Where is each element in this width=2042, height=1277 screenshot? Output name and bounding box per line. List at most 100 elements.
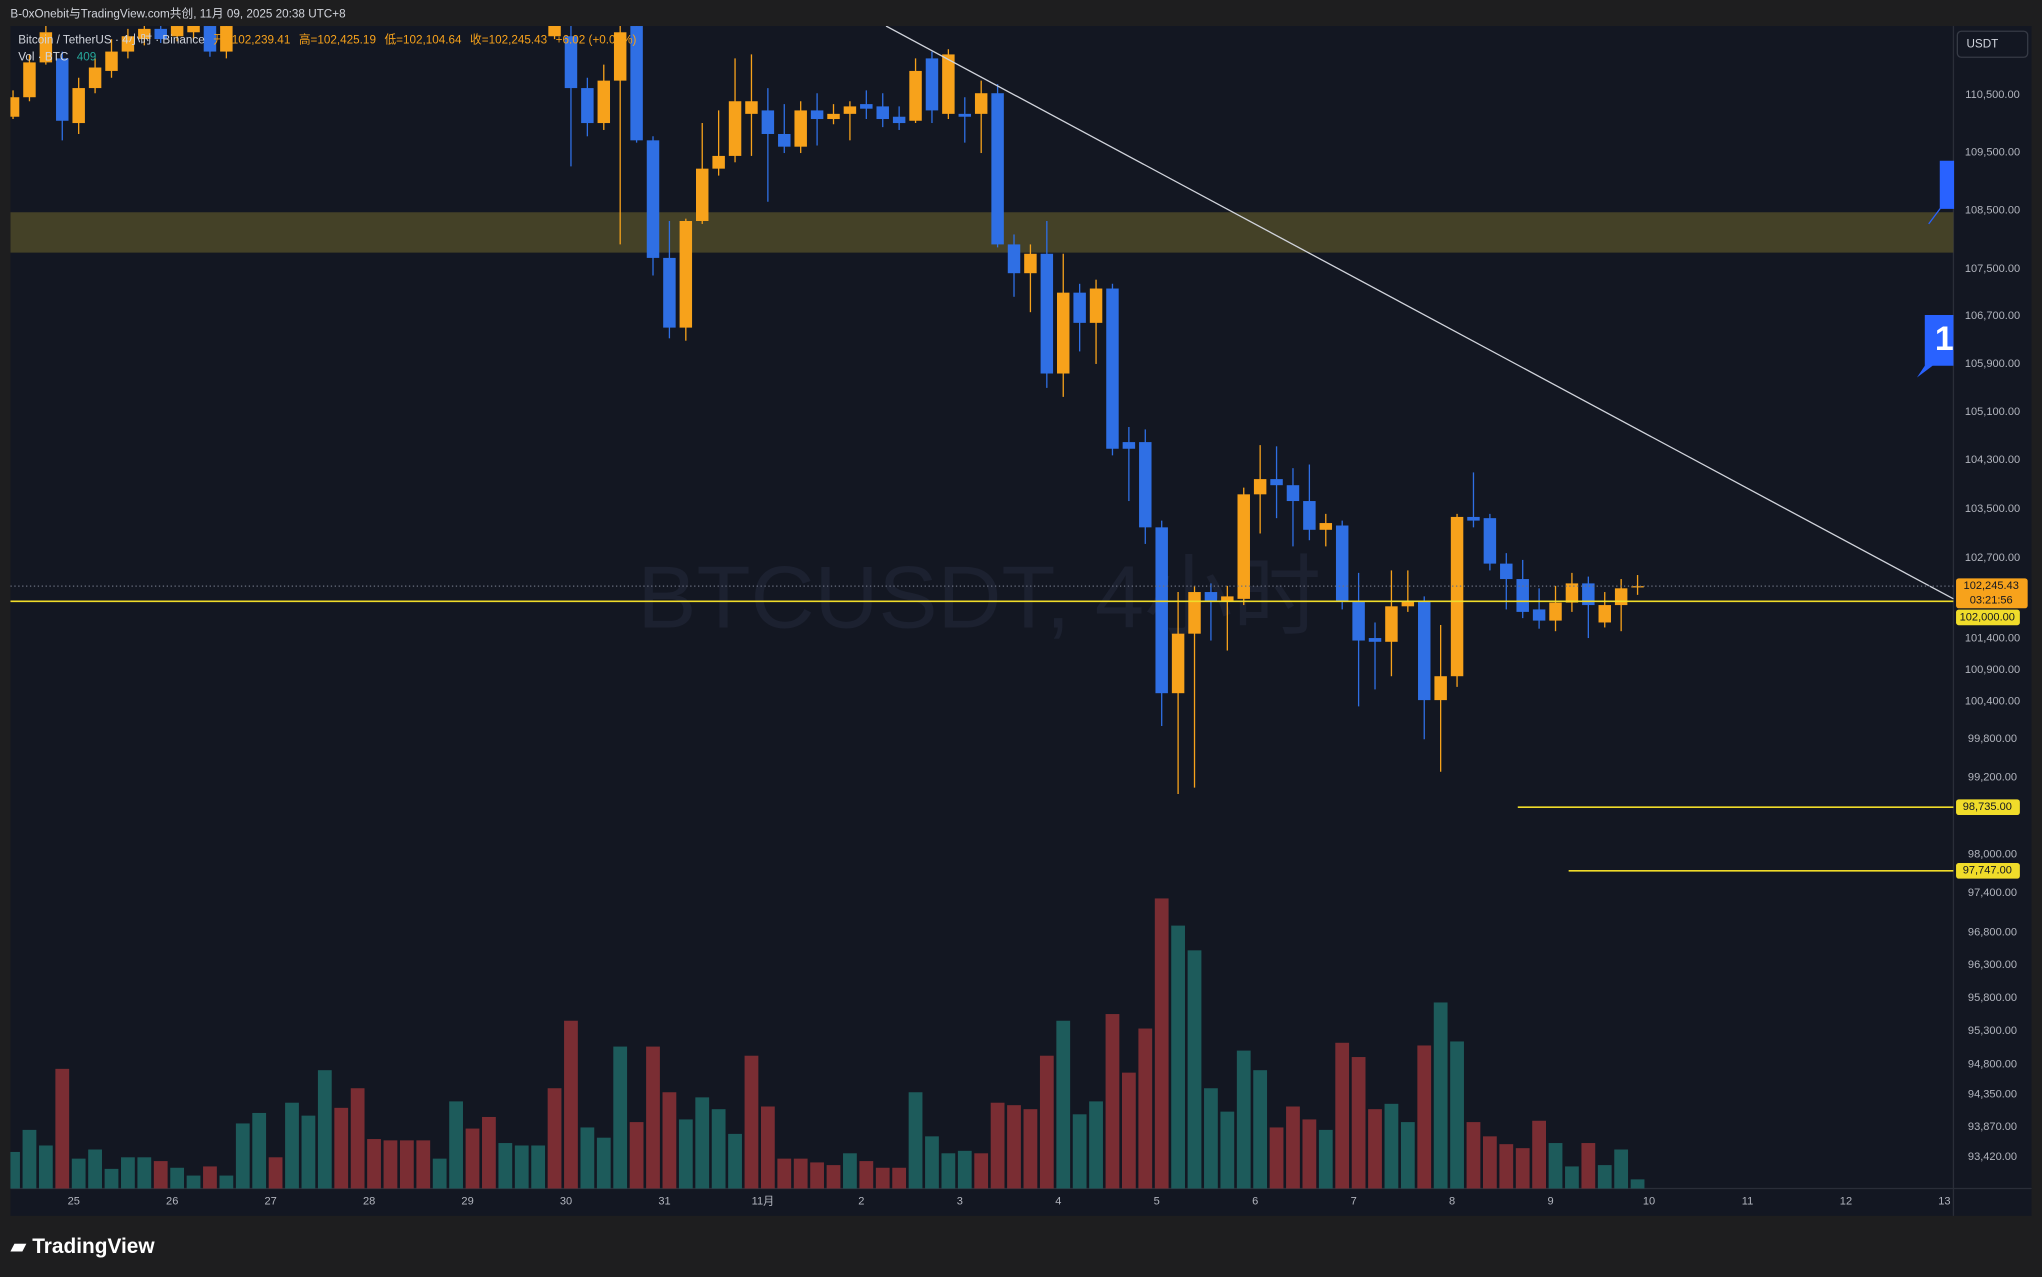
candle-body (1385, 606, 1398, 642)
volume-bar (1253, 1070, 1268, 1189)
ohlc-change: +6.02 (+0.01%) (556, 33, 637, 46)
volume-bar (957, 1150, 972, 1189)
y-tick-label: 97,400.00 (1968, 887, 2017, 899)
x-tick-label: 29 (461, 1195, 473, 1207)
y-tick-label: 105,100.00 (1965, 406, 2020, 418)
volume-bar (1433, 1002, 1448, 1189)
candle-body (1007, 244, 1021, 274)
volume-bar (317, 1070, 332, 1189)
last-price-label: 102,245.43 (1964, 580, 2019, 592)
volume-bar (1056, 1020, 1071, 1189)
candle-body (1139, 442, 1152, 528)
ohlc-value: 收=102,245.43 (470, 32, 547, 46)
volume-bar (88, 1149, 102, 1189)
candle-body (1614, 588, 1628, 606)
candle-body (974, 93, 988, 114)
volume-bar (613, 1046, 628, 1189)
level-box (1956, 799, 2020, 815)
flag-marker (1928, 160, 1955, 225)
candle-body (1368, 638, 1382, 642)
level-label: 102,000.00 (1960, 611, 2015, 623)
candle-body (1598, 605, 1611, 623)
y-tick-label: 96,300.00 (1968, 959, 2017, 971)
volume-bar (1548, 1143, 1563, 1189)
volume-bar (744, 1055, 759, 1189)
y-tick-label: 99,200.00 (1968, 771, 2017, 783)
candle-body (712, 155, 725, 169)
x-tick-label: 30 (560, 1195, 572, 1207)
volume-bar (1466, 1122, 1481, 1189)
volume-bar (1614, 1149, 1629, 1189)
candle-body (1418, 601, 1431, 701)
volume-bar (137, 1157, 152, 1189)
watermark: BTCUSDT, 4小时 (637, 547, 1321, 646)
volume-bar (1302, 1119, 1317, 1189)
candle-body (10, 97, 20, 117)
volume-bar (1351, 1057, 1366, 1189)
brand: ▰ TradingView (10, 1235, 155, 1258)
volume-bar (826, 1165, 841, 1189)
candle-body (564, 36, 578, 89)
volume-bar (367, 1139, 381, 1189)
candle-body (1500, 563, 1513, 580)
volume-bar (399, 1140, 414, 1189)
volume-bar (350, 1088, 365, 1189)
x-tick-label: 27 (265, 1195, 277, 1207)
candle-body (1401, 601, 1415, 607)
candle-body (1467, 516, 1480, 521)
volume-bar (564, 1020, 578, 1189)
volume-bar (629, 1122, 644, 1189)
candle-body (88, 67, 102, 89)
volume-name: Vol · BTC (18, 50, 68, 63)
volume-bar (449, 1101, 463, 1189)
candle-body (1532, 609, 1546, 621)
volume-bar (875, 1167, 890, 1189)
y-tick-label: 95,300.00 (1968, 1025, 2017, 1037)
volume-bar (170, 1167, 185, 1189)
volume-bar (678, 1119, 693, 1189)
candle-body (925, 58, 939, 111)
volume-bar (1039, 1055, 1054, 1189)
volume-bar (219, 1175, 234, 1189)
x-tick-label: 12 (1840, 1195, 1852, 1207)
volume-bar (1154, 898, 1169, 1189)
x-tick-label: 10 (1643, 1195, 1655, 1207)
volume-bar (1532, 1120, 1547, 1189)
volume-bar (1286, 1106, 1300, 1189)
volume-bar (1171, 925, 1185, 1189)
candle-body (121, 36, 135, 52)
volume-bar (843, 1153, 857, 1189)
volume-bar (1318, 1129, 1333, 1189)
candle-body (745, 101, 758, 114)
x-tick-label: 3 (957, 1195, 963, 1207)
volume-bar (974, 1153, 989, 1189)
volume-bar (334, 1107, 349, 1189)
candle-body (154, 28, 167, 40)
x-tick-label: 5 (1154, 1195, 1160, 1207)
volume-bar (104, 1168, 119, 1189)
volume-bar (1515, 1148, 1530, 1189)
volume-bar (662, 1092, 677, 1189)
volume-bar (186, 1175, 201, 1189)
volume-bar (268, 1157, 283, 1189)
volume-bar (1565, 1166, 1579, 1189)
candle-body (1040, 253, 1054, 374)
volume-bar (531, 1145, 546, 1189)
x-tick-label: 11月 (752, 1195, 775, 1207)
volume-bar (153, 1161, 168, 1189)
y-tick-label: 101,400.00 (1965, 633, 2020, 645)
candle-body (1024, 253, 1037, 274)
last-price-box (1956, 578, 2028, 609)
candle-body (958, 113, 972, 117)
candle-body (72, 88, 85, 124)
level-box (1956, 609, 2020, 626)
volume-bar (121, 1157, 135, 1189)
volume-bar (1121, 1072, 1136, 1189)
candle-body (1483, 518, 1497, 564)
candle-body (613, 32, 627, 81)
volume-bar (235, 1123, 250, 1189)
symbol-legend: Bitcoin / TetherUS · 4小时 · Binance 开=102… (18, 32, 636, 46)
countdown: 03:21:56 (1970, 594, 2013, 606)
candle-body (1352, 601, 1365, 641)
